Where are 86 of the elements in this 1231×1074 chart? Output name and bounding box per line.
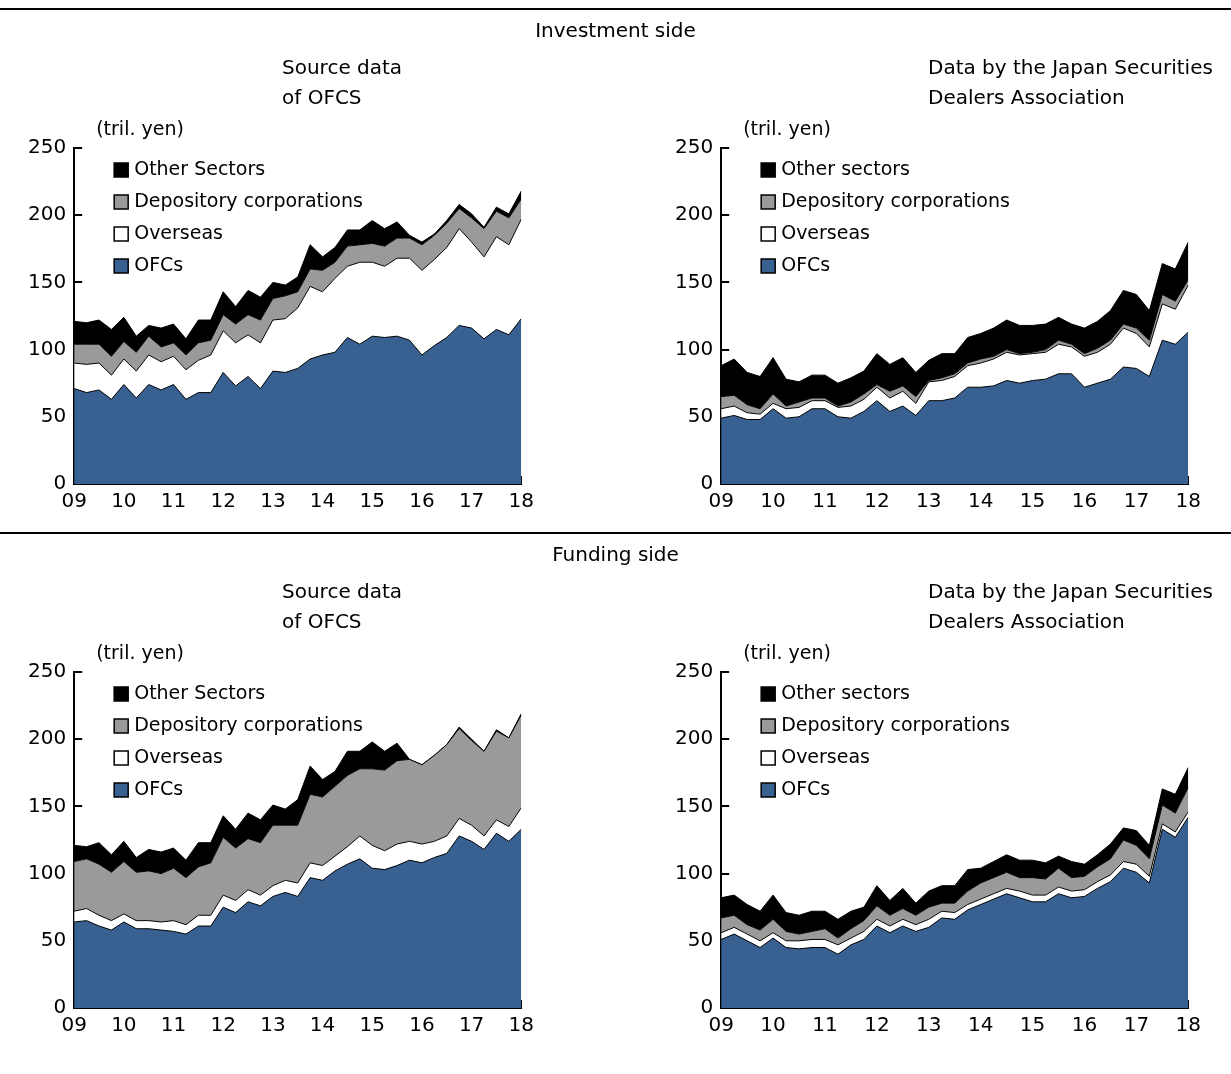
y-tick-label: 200 bbox=[674, 201, 714, 226]
legend-label: Depository corporations bbox=[134, 188, 363, 211]
legend-label: Other Sectors bbox=[134, 680, 266, 703]
legend-label: Overseas bbox=[134, 744, 224, 767]
x-tick-label: 11 bbox=[812, 1012, 838, 1037]
y-tick-label: 200 bbox=[27, 725, 67, 750]
legend-label: Depository corporations bbox=[134, 712, 363, 735]
y-tick-label: 150 bbox=[27, 792, 67, 817]
legend-label: OFCs bbox=[134, 252, 184, 275]
x-tick-label: 10 bbox=[760, 488, 786, 513]
y-tick-label: 250 bbox=[674, 134, 714, 159]
y-axis-title: (tril. yen) bbox=[96, 640, 184, 663]
y-tick-label: 150 bbox=[27, 268, 67, 293]
chart-title: Data by the Japan Securities Dealers Association bbox=[928, 578, 1214, 635]
x-tick-label: 15 bbox=[359, 488, 385, 513]
x-tick-label: 10 bbox=[760, 1012, 786, 1037]
x-tick-label: 09 bbox=[61, 1012, 87, 1037]
x-tick-label: 13 bbox=[260, 488, 286, 513]
x-tick-label: 10 bbox=[111, 1012, 137, 1037]
x-tick-label: 16 bbox=[409, 1012, 435, 1037]
x-tick-label: 12 bbox=[210, 488, 236, 513]
x-tick-label: 09 bbox=[708, 1012, 734, 1037]
x-tick-label: 17 bbox=[458, 1012, 485, 1037]
x-tick-label: 13 bbox=[916, 1012, 942, 1037]
x-tick-label: 16 bbox=[1071, 1012, 1098, 1037]
y-tick-label: 200 bbox=[27, 201, 67, 226]
y-tick-label: 250 bbox=[27, 658, 67, 683]
y-tick-label: 50 bbox=[687, 403, 714, 427]
y-tick-label: 250 bbox=[674, 658, 714, 683]
y-tick-label: 100 bbox=[674, 859, 714, 884]
x-tick-label: 11 bbox=[812, 488, 838, 513]
x-tick-label: 13 bbox=[260, 1012, 286, 1037]
legend-label: Depository corporations bbox=[781, 188, 1010, 211]
y-tick-label: 150 bbox=[674, 792, 714, 817]
x-tick-label: 18 bbox=[508, 1012, 534, 1037]
legend-label: Other Sectors bbox=[134, 156, 266, 179]
x-tick-label: 16 bbox=[409, 488, 435, 513]
legend-label: Overseas bbox=[781, 744, 871, 767]
x-tick-label: 15 bbox=[1019, 1012, 1046, 1037]
y-tick-label: 100 bbox=[674, 335, 714, 360]
x-tick-label: 12 bbox=[864, 488, 890, 513]
chart-title: Data by the Japan Securities Dealers Association bbox=[928, 54, 1214, 111]
x-tick-label: 12 bbox=[210, 1012, 236, 1037]
x-tick-label: 18 bbox=[1175, 1012, 1201, 1037]
x-tick-label: 09 bbox=[61, 488, 87, 513]
x-tick-label: 14 bbox=[967, 488, 994, 513]
x-tick-label: 12 bbox=[864, 1012, 890, 1037]
y-tick-label: 200 bbox=[674, 725, 714, 750]
legend-label: OFCs bbox=[781, 776, 831, 799]
x-tick-label: 16 bbox=[1071, 488, 1098, 513]
x-tick-label: 15 bbox=[1019, 488, 1046, 513]
x-tick-label: 17 bbox=[1123, 1012, 1150, 1037]
y-tick-label: 50 bbox=[40, 927, 67, 951]
y-tick-label: 50 bbox=[687, 927, 714, 951]
x-tick-label: 14 bbox=[309, 1012, 336, 1037]
y-tick-label: 150 bbox=[674, 268, 714, 293]
x-tick-label: 11 bbox=[160, 1012, 187, 1037]
y-tick-label: 250 bbox=[27, 134, 67, 159]
legend-label: Other sectors bbox=[781, 156, 910, 179]
y-axis-title: (tril. yen) bbox=[743, 116, 831, 139]
text: Funding side bbox=[0, 532, 1231, 566]
legend-label: OFCs bbox=[781, 252, 831, 275]
x-tick-label: 18 bbox=[508, 488, 534, 513]
x-tick-label: 18 bbox=[1175, 488, 1201, 513]
x-tick-label: 17 bbox=[1123, 488, 1150, 513]
y-tick-label: 100 bbox=[27, 335, 67, 360]
y-axis-title: (tril. yen) bbox=[96, 116, 184, 139]
x-tick-label: 09 bbox=[708, 488, 734, 513]
text: Investment side bbox=[0, 8, 1231, 42]
y-tick-label: 100 bbox=[27, 859, 67, 884]
legend-label: Overseas bbox=[781, 220, 871, 243]
x-tick-label: 11 bbox=[160, 488, 187, 513]
chart-title: Source data of OFCS bbox=[282, 54, 404, 111]
x-tick-label: 14 bbox=[967, 1012, 994, 1037]
legend-label: Other sectors bbox=[781, 680, 910, 703]
legend-label: Depository corporations bbox=[781, 712, 1010, 735]
legend-label: OFCs bbox=[134, 776, 184, 799]
x-tick-label: 13 bbox=[916, 488, 942, 513]
y-tick-label: 50 bbox=[40, 403, 67, 427]
y-axis-title: (tril. yen) bbox=[743, 640, 831, 663]
x-tick-label: 15 bbox=[359, 1012, 385, 1037]
x-tick-label: 17 bbox=[458, 488, 485, 513]
x-tick-label: 14 bbox=[309, 488, 336, 513]
legend-label: Overseas bbox=[134, 220, 224, 243]
chart-title: Source data of OFCS bbox=[282, 578, 404, 635]
x-tick-label: 10 bbox=[111, 488, 137, 513]
